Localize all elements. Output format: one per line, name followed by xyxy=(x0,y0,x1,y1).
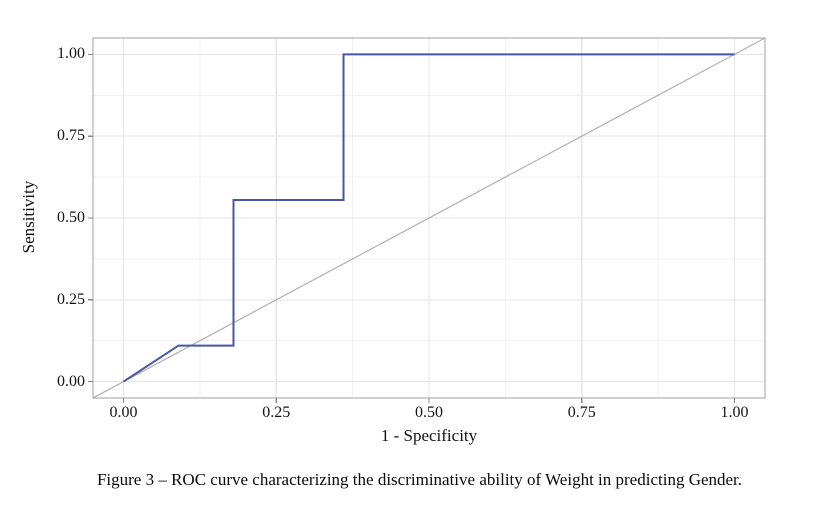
x-tick-label: 0.75 xyxy=(567,404,596,421)
y-tick-label: 0.50 xyxy=(57,209,85,226)
x-tick-label: 0.50 xyxy=(415,404,443,421)
x-tick-label: 1.00 xyxy=(720,404,749,421)
y-tick-label: 0.75 xyxy=(57,127,85,145)
figure-caption: Figure 3 – ROC curve characterizing the … xyxy=(96,470,743,489)
roc-curve xyxy=(122,53,735,383)
y-tick-label: 0.25 xyxy=(57,290,85,308)
y-tick-label: 1.00 xyxy=(57,45,85,63)
x-tick-label: 0.00 xyxy=(109,404,138,421)
roc-chart-canvas xyxy=(88,37,766,403)
y-tick-label: 0.00 xyxy=(57,372,85,390)
x-tick-label: 0.25 xyxy=(262,404,291,421)
x-axis-title: 1 - Specificity xyxy=(380,426,478,445)
chance-diagonal xyxy=(92,37,766,399)
